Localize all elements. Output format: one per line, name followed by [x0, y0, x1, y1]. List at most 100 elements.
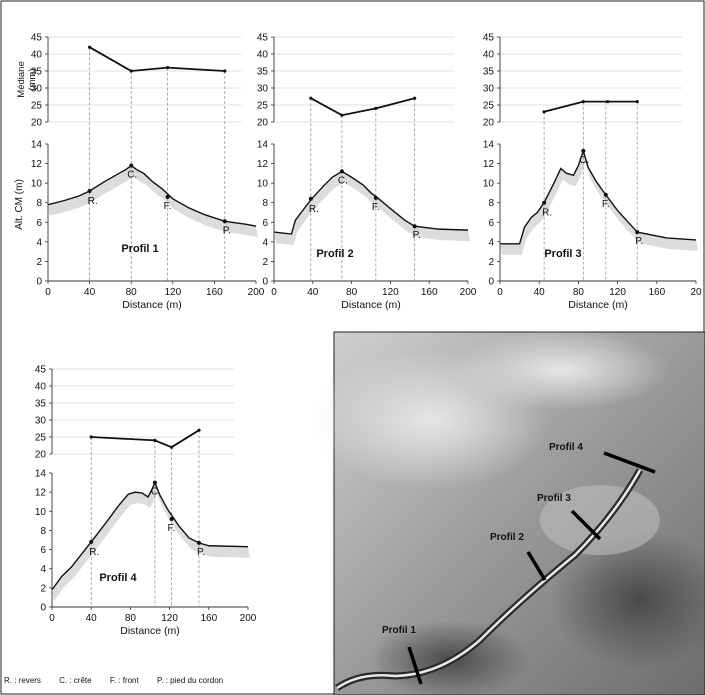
profile-point-p: [635, 230, 640, 235]
x-tick-label: 40: [84, 287, 96, 298]
map-mid-area: [540, 485, 660, 555]
top-tick-label: 30: [35, 416, 47, 427]
profile-point-f: [373, 195, 378, 200]
profile-point-c: [581, 148, 586, 153]
x-axis-label: Distance (m): [122, 299, 182, 311]
bottom-tick-label: 12: [35, 488, 47, 499]
y-axis-label-median-unit: (mm): [27, 68, 38, 90]
x-tick-label: 20: [690, 287, 702, 298]
x-tick-label: 200: [240, 613, 257, 624]
median-point: [223, 69, 227, 73]
x-tick-label: 120: [609, 287, 626, 298]
bottom-tick-label: 8: [262, 198, 268, 209]
top-tick-label: 45: [31, 33, 43, 44]
legend-caption: R. : revers C. : crête F. : front P. : p…: [4, 676, 239, 685]
top-tick-label: 45: [35, 365, 47, 376]
top-tick-label: 25: [35, 433, 47, 444]
y-axis-label-altitude: Alt. CM (m): [14, 179, 25, 230]
bottom-tick-label: 12: [31, 159, 43, 170]
x-tick-label: 160: [648, 287, 665, 298]
x-axis-label: Distance (m): [120, 625, 180, 637]
x-axis-label: Distance (m): [341, 299, 401, 311]
profile-point-label: R.: [89, 547, 99, 558]
profile-point-r: [308, 196, 313, 201]
legend-item-pied: P. : pied du cordon: [156, 676, 224, 685]
profil-3-chart: 20 25 30 35 40 45 0 2 4 6 8 10 12 14 0 40 80 120 160 20 Dist…: [483, 33, 702, 312]
profile-point-label: F.: [164, 201, 172, 212]
profile-point-label: R.: [309, 204, 319, 215]
bottom-tick-label: 14: [483, 140, 495, 151]
median-point: [89, 435, 93, 439]
median-point: [340, 113, 344, 117]
x-tick-label: 120: [161, 613, 178, 624]
median-point: [606, 100, 610, 104]
bottom-tick-label: 14: [35, 469, 47, 480]
profil-4-chart: 20 25 30 35 40 45 0 2 4 6 8 10 12 14 0 40 80 120 160 200 Dis…: [35, 365, 257, 638]
bottom-tick-label: 0: [262, 277, 268, 288]
x-tick-label: 0: [271, 287, 277, 298]
bottom-tick-label: 14: [257, 140, 269, 151]
x-tick-label: 40: [534, 287, 546, 298]
x-tick-label: 80: [125, 613, 137, 624]
median-point: [542, 110, 546, 114]
top-tick-label: 30: [483, 84, 495, 95]
profile-point-f: [165, 194, 170, 199]
profile-point-label: P.: [635, 236, 643, 247]
y-axis-label-median: Médiane: [16, 61, 27, 97]
x-tick-label: 200: [460, 287, 477, 298]
profile-point-p: [412, 224, 417, 229]
chart-title: Profil 4: [99, 572, 137, 584]
x-tick-label: 160: [206, 287, 223, 298]
median-line: [543, 100, 638, 113]
x-tick-label: 40: [86, 613, 98, 624]
x-tick-label: 0: [45, 287, 51, 298]
median-point: [309, 96, 313, 100]
top-tick-label: 40: [257, 50, 269, 61]
bottom-tick-label: 8: [488, 198, 494, 209]
bottom-tick-label: 10: [31, 179, 43, 190]
top-tick-label: 25: [257, 101, 269, 112]
bottom-tick-label: 14: [31, 140, 43, 151]
profile-point-label: F.: [168, 523, 176, 534]
top-tick-label: 20: [35, 450, 47, 461]
bottom-tick-label: 0: [40, 603, 46, 614]
top-tick-label: 35: [257, 67, 269, 78]
median-point: [197, 428, 201, 432]
x-tick-label: 160: [421, 287, 438, 298]
x-tick-label: 120: [164, 287, 181, 298]
top-tick-label: 30: [31, 84, 43, 95]
profile-point-label: P.: [223, 225, 231, 236]
bottom-tick-label: 10: [35, 507, 47, 518]
bottom-tick-label: 6: [36, 218, 42, 229]
profile-point-p: [197, 540, 201, 545]
profile-point-f: [603, 192, 608, 197]
profile-point-r: [89, 539, 94, 544]
profile-point-f: [169, 516, 174, 521]
x-tick-label: 0: [497, 287, 503, 298]
median-point: [88, 45, 92, 49]
map-label-profil-4: Profil 4: [549, 442, 583, 453]
bottom-tick-label: 4: [40, 564, 46, 575]
top-tick-label: 25: [483, 101, 495, 112]
top-tick-label: 45: [483, 33, 495, 44]
median-line: [89, 46, 225, 72]
top-tick-label: 25: [31, 101, 43, 112]
x-tick-label: 0: [49, 613, 55, 624]
map-inset: Profil 1 Profil 2 Profil 3 Profil 4: [310, 330, 705, 695]
top-tick-label: 45: [257, 33, 269, 44]
map-dark-area: [550, 530, 705, 670]
x-tick-label: 80: [573, 287, 585, 298]
bottom-tick-label: 10: [257, 179, 269, 190]
chart-title: Profil 1: [121, 243, 158, 255]
chart-title: Profil 2: [316, 248, 353, 260]
profile-point-label: P.: [197, 547, 205, 558]
profile-band: [274, 171, 470, 246]
median-point: [166, 66, 170, 70]
bottom-tick-label: 12: [483, 159, 495, 170]
map-label-profil-1: Profil 1: [382, 625, 416, 636]
top-tick-label: 40: [35, 382, 47, 393]
profile-point-c: [129, 163, 134, 168]
median-point: [169, 445, 174, 449]
map-profil-4-line: [603, 451, 656, 474]
profile-point-label: C.: [338, 175, 348, 186]
